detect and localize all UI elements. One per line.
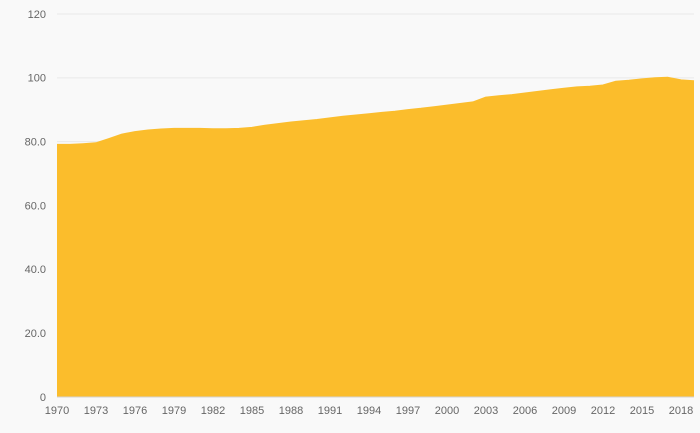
y-tick-label: 0 (40, 392, 46, 404)
series-line (57, 76, 695, 146)
y-tick-label: 20.0 (25, 328, 46, 340)
x-tick-label: 1973 (84, 405, 108, 417)
x-tick-label: 1997 (396, 405, 420, 417)
x-tick-label: 1979 (162, 405, 186, 417)
x-tick-label: 1994 (357, 405, 381, 417)
x-tick-label: 1982 (201, 405, 225, 417)
x-tick-label: 1985 (240, 405, 264, 417)
x-tick-label: 2018 (669, 405, 693, 417)
x-tick-label: 2006 (513, 405, 537, 417)
y-tick-label: 60.0 (25, 200, 46, 212)
x-tick-label: 1988 (279, 405, 303, 417)
x-tick-label: 2000 (435, 405, 459, 417)
y-tick-label: 120 (28, 9, 46, 21)
x-tick-label: 1991 (318, 405, 342, 417)
y-tick-label: 40.0 (25, 264, 46, 276)
x-tick-label: 2012 (591, 405, 615, 417)
y-tick-label: 80.0 (25, 137, 46, 149)
x-tick-label: 2009 (552, 405, 576, 417)
x-tick-label: 1976 (123, 405, 147, 417)
x-tick-label: 2015 (630, 405, 654, 417)
x-tick-label: 1970 (45, 405, 69, 417)
x-tick-label: 2003 (474, 405, 498, 417)
y-tick-label: 100 (28, 73, 46, 85)
area-series (57, 77, 694, 398)
